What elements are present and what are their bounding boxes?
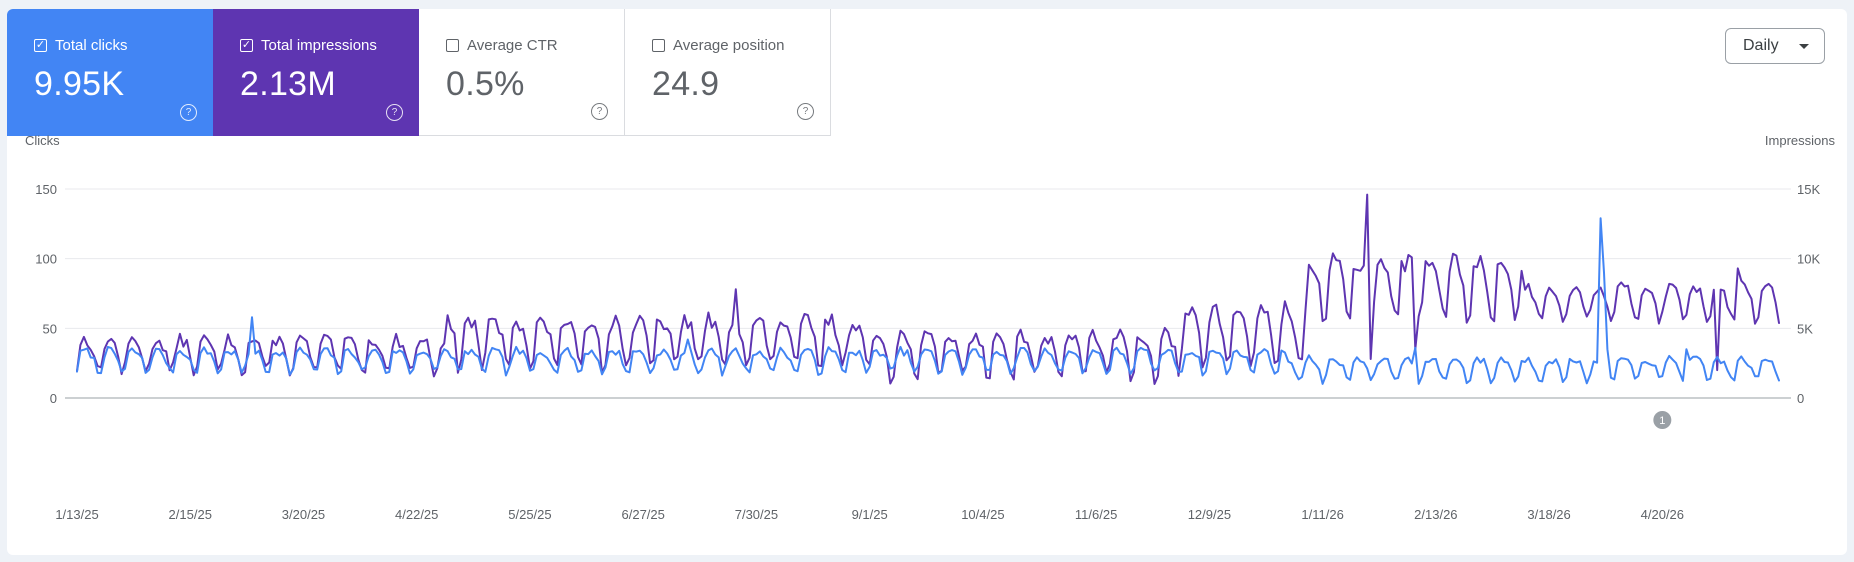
checkbox-checked-icon[interactable]: ✓: [240, 39, 253, 52]
question-mark-icon[interactable]: ?: [797, 103, 814, 120]
granularity-dropdown[interactable]: Daily: [1725, 28, 1825, 64]
x-tick-label: 9/1/25: [852, 507, 888, 522]
x-tick-label: 3/18/26: [1527, 507, 1570, 522]
metric-label: Average position: [673, 37, 785, 54]
metric-total-impressions[interactable]: ✓ Total impressions 2.13M ?: [213, 9, 419, 136]
right-tick-label: 15K: [1797, 182, 1820, 197]
annotation-marker: [1653, 411, 1672, 429]
metric-header: Average position: [652, 37, 784, 54]
granularity-selected: Daily: [1743, 37, 1779, 54]
metric-total-clicks[interactable]: ✓ Total clicks 9.95K ?: [7, 9, 213, 136]
question-mark-icon[interactable]: ?: [591, 103, 608, 120]
right-tick-label: 0: [1797, 391, 1804, 406]
left-tick-label: 50: [43, 321, 57, 336]
right-tick-label: 5K: [1797, 321, 1813, 336]
x-tick-label: 1/13/25: [55, 507, 98, 522]
metric-value: 2.13M: [240, 65, 336, 103]
x-tick-label: 2/13/26: [1414, 507, 1457, 522]
annotation-label: 1: [1659, 415, 1665, 427]
metric-tiles: ✓ Total clicks 9.95K ? ✓ Total impressio…: [7, 9, 831, 136]
x-tick-label: 6/27/25: [622, 507, 665, 522]
metric-label: Average CTR: [467, 37, 558, 54]
left-axis-label: Clicks: [25, 133, 60, 148]
x-tick-label: 3/20/25: [282, 507, 325, 522]
checkbox-unchecked-icon[interactable]: [652, 39, 665, 52]
x-tick-label: 12/9/25: [1188, 507, 1231, 522]
left-axis: Clicks 0 50 100 150: [25, 133, 60, 406]
x-tick-label: 5/25/25: [508, 507, 551, 522]
metric-header: ✓ Total clicks: [34, 37, 128, 54]
metric-value: 0.5%: [446, 65, 525, 103]
performance-card: ✓ Total clicks 9.95K ? ✓ Total impressio…: [7, 9, 1847, 555]
x-tick-label: 10/4/25: [961, 507, 1004, 522]
metric-average-position[interactable]: Average position 24.9 ?: [625, 9, 831, 136]
x-tick-label: 4/22/25: [395, 507, 438, 522]
performance-chart: Clicks 0 50 100 150 Impressions 0 5K 10K 15K 1…: [25, 133, 1836, 522]
right-tick-label: 10K: [1797, 252, 1820, 267]
right-axis-label: Impressions: [1765, 133, 1836, 148]
metric-average-ctr[interactable]: Average CTR 0.5% ?: [419, 9, 625, 136]
metric-label: Total impressions: [261, 37, 377, 54]
checkbox-checked-icon[interactable]: ✓: [34, 39, 47, 52]
question-mark-icon[interactable]: ?: [180, 104, 197, 121]
annotations: 1: [1653, 411, 1672, 429]
caret-down-icon: [1799, 44, 1809, 49]
left-tick-label: 0: [50, 391, 57, 406]
series-lines: [76, 193, 1780, 385]
metric-header: Average CTR: [446, 37, 558, 54]
metric-value: 24.9: [652, 65, 720, 103]
checkbox-unchecked-icon[interactable]: [446, 39, 459, 52]
question-mark-icon[interactable]: ?: [386, 104, 403, 121]
clicks-series-line: [76, 217, 1780, 385]
metric-value: 9.95K: [34, 65, 125, 103]
x-axis: 1/13/25 2/15/25 3/20/25 4/22/25 5/25/25 6/27/…: [55, 507, 1684, 522]
metric-label: Total clicks: [55, 37, 128, 54]
x-tick-label: 11/6/25: [1075, 507, 1117, 522]
x-tick-label: 7/30/25: [735, 507, 778, 522]
left-tick-label: 100: [35, 252, 57, 267]
x-tick-label: 1/11/26: [1301, 507, 1343, 522]
x-tick-label: 2/15/25: [169, 507, 212, 522]
left-tick-label: 150: [35, 182, 57, 197]
metric-header: ✓ Total impressions: [240, 37, 377, 54]
x-tick-label: 4/20/26: [1641, 507, 1684, 522]
grid-lines: [65, 188, 1791, 399]
right-axis: Impressions 0 5K 10K 15K: [1765, 133, 1836, 406]
